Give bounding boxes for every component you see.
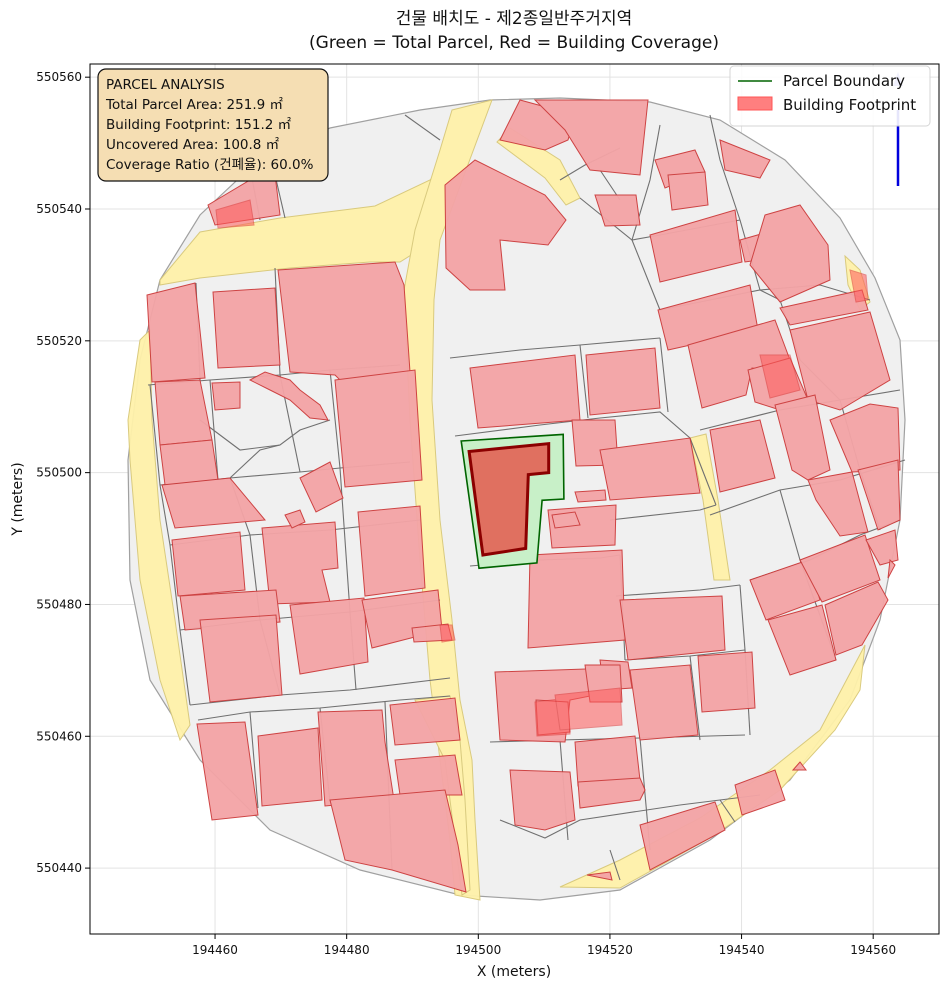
y-tick-label: 550560: [36, 70, 82, 84]
x-tick-label: 194480: [324, 943, 370, 957]
title-line-1: 건물 배치도 - 제2종일반주거지역: [396, 9, 632, 29]
y-tick-label: 550540: [36, 202, 82, 216]
y-tick-label: 550440: [36, 861, 82, 875]
x-tick-label: 194500: [455, 943, 501, 957]
plot-frame: [89, 63, 940, 935]
parcel-analysis-box: PARCEL ANALYSIS Total Parcel Area: 251.9…: [97, 68, 329, 182]
legend: Parcel Boundary Building Footprint: [729, 65, 931, 127]
y-tick-label: 550520: [36, 334, 82, 348]
x-tick-label: 194520: [587, 943, 633, 957]
target-building[interactable]: [467, 441, 551, 557]
info-total-area: Total Parcel Area: 251.9 ㎡: [105, 97, 283, 113]
y-axis-ticks: 550440 550460 550480 550500 550520 550540 5505…: [36, 70, 90, 875]
legend-parcel-label: Parcel Boundary: [783, 72, 905, 90]
y-tick-label: 550480: [36, 597, 82, 611]
info-uncovered: Uncovered Area: 100.8 ㎡: [106, 137, 280, 153]
info-footprint: Building Footprint: 151.2 ㎡: [106, 117, 292, 133]
context-buildings: [146, 99, 901, 893]
legend-building-swatch: [737, 96, 773, 111]
legend-building-label: Building Footprint: [783, 96, 916, 114]
info-title: PARCEL ANALYSIS: [106, 77, 225, 93]
y-tick-label: 550500: [36, 466, 82, 480]
x-tick-label: 194560: [850, 943, 896, 957]
x-axis-label: X (meters): [477, 964, 551, 980]
title-line-2: (Green = Total Parcel, Red = Building Co…: [309, 33, 719, 53]
info-coverage: Coverage Ratio (건폐율): 60.0%: [106, 157, 314, 173]
x-axis-ticks: 194460 194480 194500 194520 194540 194560: [192, 934, 896, 957]
y-tick-label: 550460: [36, 729, 82, 743]
map-content: [127, 72, 906, 901]
x-tick-label: 194540: [719, 943, 765, 957]
x-tick-label: 194460: [192, 943, 238, 957]
y-axis-label: Y (meters): [10, 462, 26, 536]
overlap-highlights: [215, 199, 869, 737]
